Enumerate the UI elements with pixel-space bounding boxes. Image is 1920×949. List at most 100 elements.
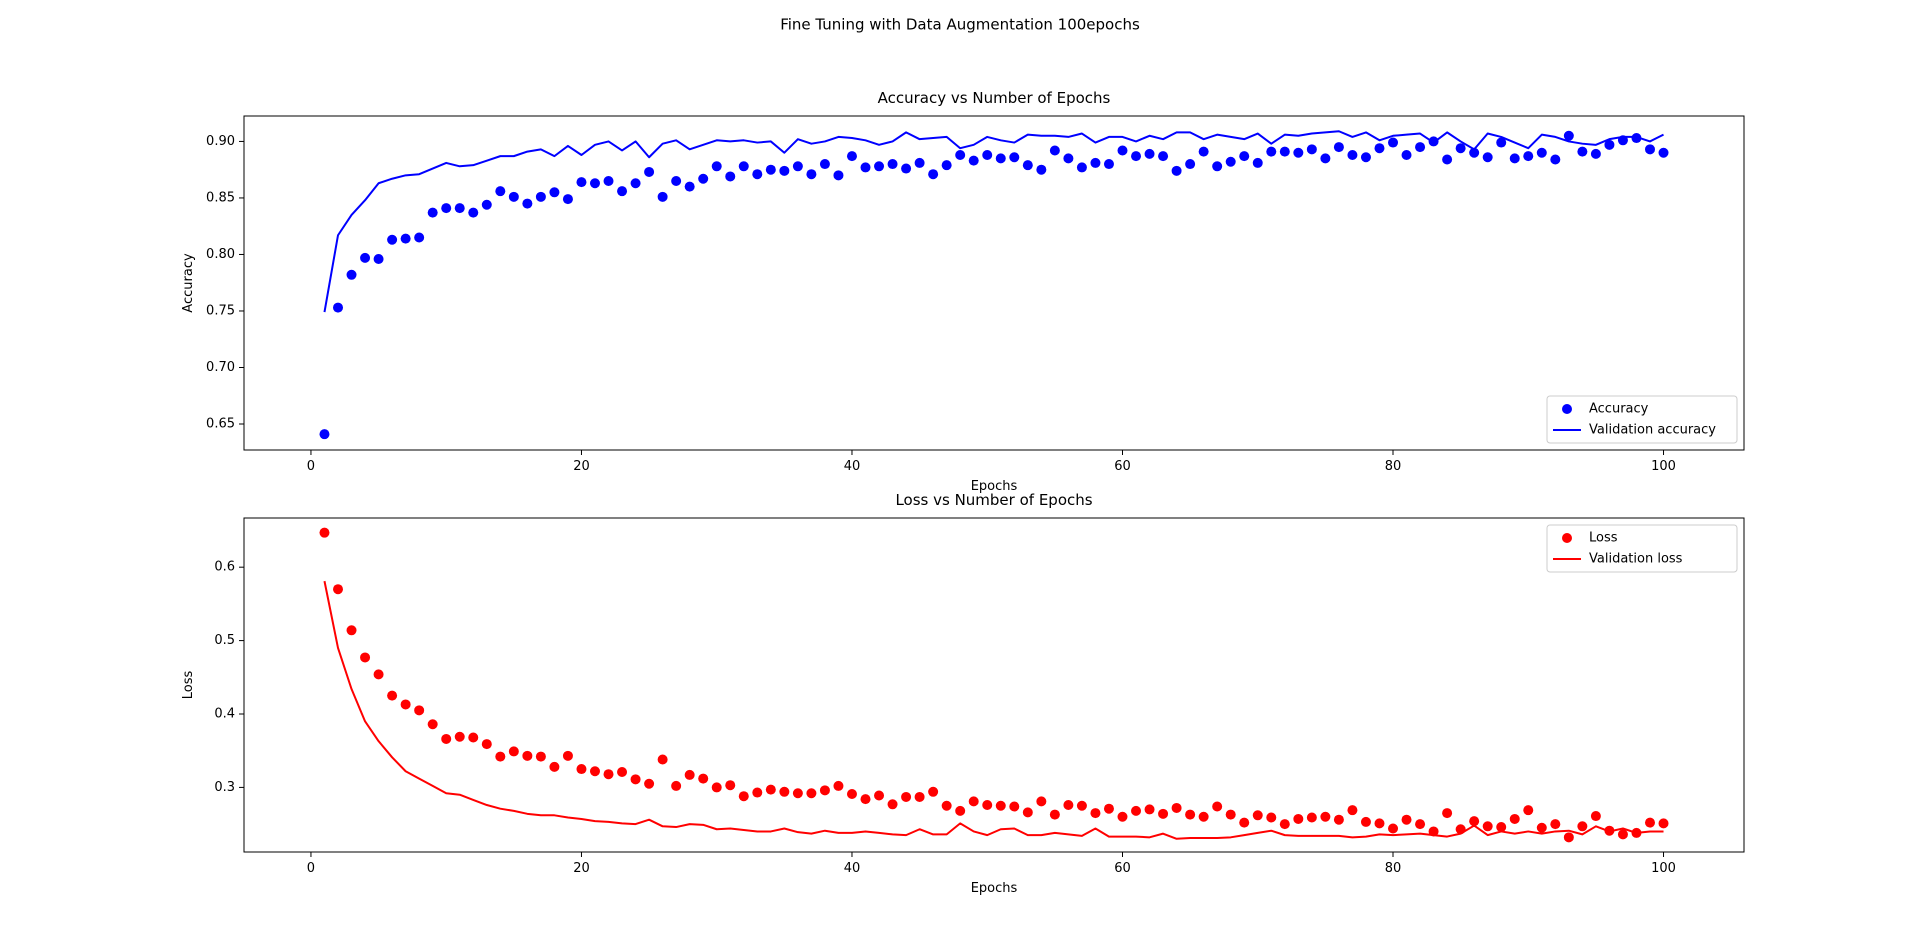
accuracy-point	[1320, 153, 1331, 164]
loss-point	[1347, 805, 1358, 816]
accuracy-point	[400, 233, 411, 244]
loss-point	[1482, 821, 1493, 832]
loss-point	[1131, 805, 1142, 816]
accuracy-point	[576, 177, 587, 188]
accuracy-point	[1306, 144, 1317, 155]
loss-point	[819, 785, 830, 796]
loss-point	[765, 784, 776, 795]
accuracy-point	[1131, 151, 1142, 162]
loss-point	[576, 764, 587, 775]
accuracy-point	[1049, 145, 1060, 156]
y-tick-label: 0.6	[214, 560, 235, 575]
y-tick-label: 0.3	[214, 780, 235, 795]
accuracy-point	[725, 171, 736, 182]
loss-point	[833, 780, 844, 791]
legend-frame	[1546, 395, 1738, 444]
loss-point	[752, 787, 763, 798]
loss-point	[1644, 817, 1655, 828]
accuracy-point	[1563, 130, 1574, 141]
loss-point	[1185, 809, 1196, 820]
x-tick-label: 0	[307, 861, 315, 876]
x-tick-label: 60	[1114, 459, 1131, 474]
accuracy-point	[955, 149, 966, 160]
accuracy-point	[535, 191, 546, 202]
accuracy-point	[333, 302, 344, 313]
accuracy-point	[1415, 142, 1426, 153]
accuracy-point	[387, 234, 398, 245]
accuracy-point	[549, 187, 560, 198]
y-tick-label: 0.5	[214, 633, 235, 648]
x-tick-label: 40	[844, 459, 861, 474]
loss-subplot: Loss vs Number of Epochs 0 20 40 60 80 100 0.3 0…	[181, 491, 1745, 896]
loss-point	[1658, 818, 1669, 829]
x-axis-label: Epochs	[971, 479, 1018, 494]
accuracy-point	[887, 159, 898, 170]
loss-point	[1590, 811, 1601, 822]
loss-point	[522, 750, 533, 761]
x-tick-label: 80	[1385, 861, 1402, 876]
y-axis-label: Accuracy	[181, 253, 196, 313]
loss-point	[806, 788, 817, 799]
loss-point	[928, 786, 939, 797]
accuracy-point	[819, 159, 830, 170]
loss-point	[860, 794, 871, 805]
accuracy-point	[1496, 137, 1507, 148]
loss-point	[657, 754, 668, 765]
legend: Loss Validation loss	[1546, 524, 1738, 573]
loss-point	[549, 761, 560, 772]
accuracy-point	[671, 175, 682, 186]
loss-point	[1293, 813, 1304, 824]
loss-point	[414, 705, 425, 716]
accuracy-point	[1117, 145, 1128, 156]
accuracy-point	[522, 198, 533, 209]
x-tick-label: 20	[573, 459, 590, 474]
loss-point	[495, 751, 506, 762]
loss-point	[1550, 819, 1561, 830]
accuracy-point	[711, 161, 722, 172]
accuracy-point	[1144, 148, 1155, 159]
y-tick-label: 0.70	[206, 360, 235, 375]
accuracy-point	[1009, 152, 1020, 163]
accuracy-point	[968, 155, 979, 166]
loss-point	[1009, 801, 1020, 812]
accuracy-point	[657, 191, 668, 202]
loss-point	[589, 766, 600, 777]
accuracy-point	[1644, 144, 1655, 155]
accuracy-point	[644, 166, 655, 177]
loss-point	[1388, 823, 1399, 834]
accuracy-point	[1252, 157, 1263, 168]
loss-point	[1198, 811, 1209, 822]
accuracy-point	[1374, 143, 1385, 154]
loss-point	[1374, 818, 1385, 829]
loss-point	[1144, 804, 1155, 815]
legend-entry-label: Validation loss	[1589, 552, 1683, 567]
loss-point	[1212, 801, 1223, 812]
accuracy-point	[603, 175, 614, 186]
accuracy-point	[928, 169, 939, 180]
loss-point	[1063, 800, 1074, 811]
loss-point	[617, 766, 628, 777]
loss-point	[684, 769, 695, 780]
accuracy-point	[901, 163, 912, 174]
axes-frame	[243, 115, 1745, 451]
legend-entry-label: Validation accuracy	[1589, 423, 1716, 438]
accuracy-point	[982, 149, 993, 160]
accuracy-point	[806, 169, 817, 180]
loss-point	[995, 800, 1006, 811]
accuracy-point	[1239, 151, 1250, 162]
x-axis-label: Epochs	[971, 881, 1018, 896]
accuracy-point	[1631, 133, 1642, 144]
accuracy-point	[1036, 164, 1047, 175]
loss-point	[346, 625, 357, 636]
loss-point	[1469, 816, 1480, 827]
accuracy-point	[1333, 142, 1344, 153]
loss-point	[1239, 817, 1250, 828]
accuracy-point	[468, 207, 479, 218]
loss-point	[887, 799, 898, 810]
accuracy-point	[1523, 151, 1534, 162]
loss-point	[1320, 811, 1331, 822]
chart-title: Accuracy vs Number of Epochs	[878, 89, 1111, 107]
accuracy-point	[833, 170, 844, 181]
chart-title: Loss vs Number of Epochs	[895, 491, 1092, 509]
